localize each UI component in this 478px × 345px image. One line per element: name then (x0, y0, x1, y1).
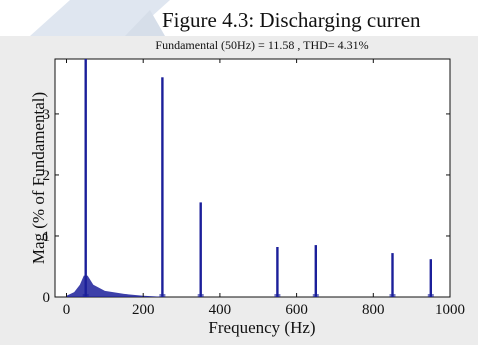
plot-area (54, 58, 451, 298)
harmonic-bar-650hz (314, 245, 317, 297)
x-axis-label: Frequency (Hz) (208, 318, 315, 337)
x-tick-label: 0 (63, 302, 71, 318)
y-tick-label: 3 (43, 107, 51, 123)
y-tick-label: 2 (43, 168, 51, 184)
y-axis-label: Mag (% of Fundamental) (29, 92, 48, 264)
harmonic-bar-50hz (84, 59, 87, 297)
harmonic-base-550hz (274, 294, 281, 297)
harmonic-base-250hz (159, 294, 166, 297)
harmonic-bar-850hz (391, 253, 394, 297)
x-tick-label: 200 (132, 302, 155, 318)
harmonic-base-50hz (82, 294, 89, 297)
chart-title: Fundamental (50Hz) = 11.58 , THD= 4.31% (155, 38, 368, 52)
harmonic-base-350hz (197, 294, 204, 297)
figure-caption-strip: Figure 4.3: Discharging curren (0, 0, 478, 36)
x-tick-label: 1000 (435, 302, 465, 318)
watermark-logo-fragment (30, 0, 170, 36)
harmonic-bar-950hz (429, 259, 432, 297)
harmonic-base-950hz (427, 294, 434, 297)
x-tick-label: 800 (362, 302, 385, 318)
figure-caption: Figure 4.3: Discharging curren (162, 8, 421, 32)
low-frequency-envelope (66, 275, 167, 297)
x-tick-label: 600 (285, 302, 308, 318)
harmonic-base-850hz (389, 294, 396, 297)
x-tick-label: 400 (209, 302, 232, 318)
y-tick-label: 0 (43, 290, 51, 306)
y-tick-label: 1 (43, 229, 51, 245)
harmonic-base-650hz (312, 294, 319, 297)
harmonic-bar-550hz (276, 247, 279, 297)
harmonic-bar-250hz (161, 77, 164, 297)
harmonic-bar-350hz (199, 202, 202, 297)
